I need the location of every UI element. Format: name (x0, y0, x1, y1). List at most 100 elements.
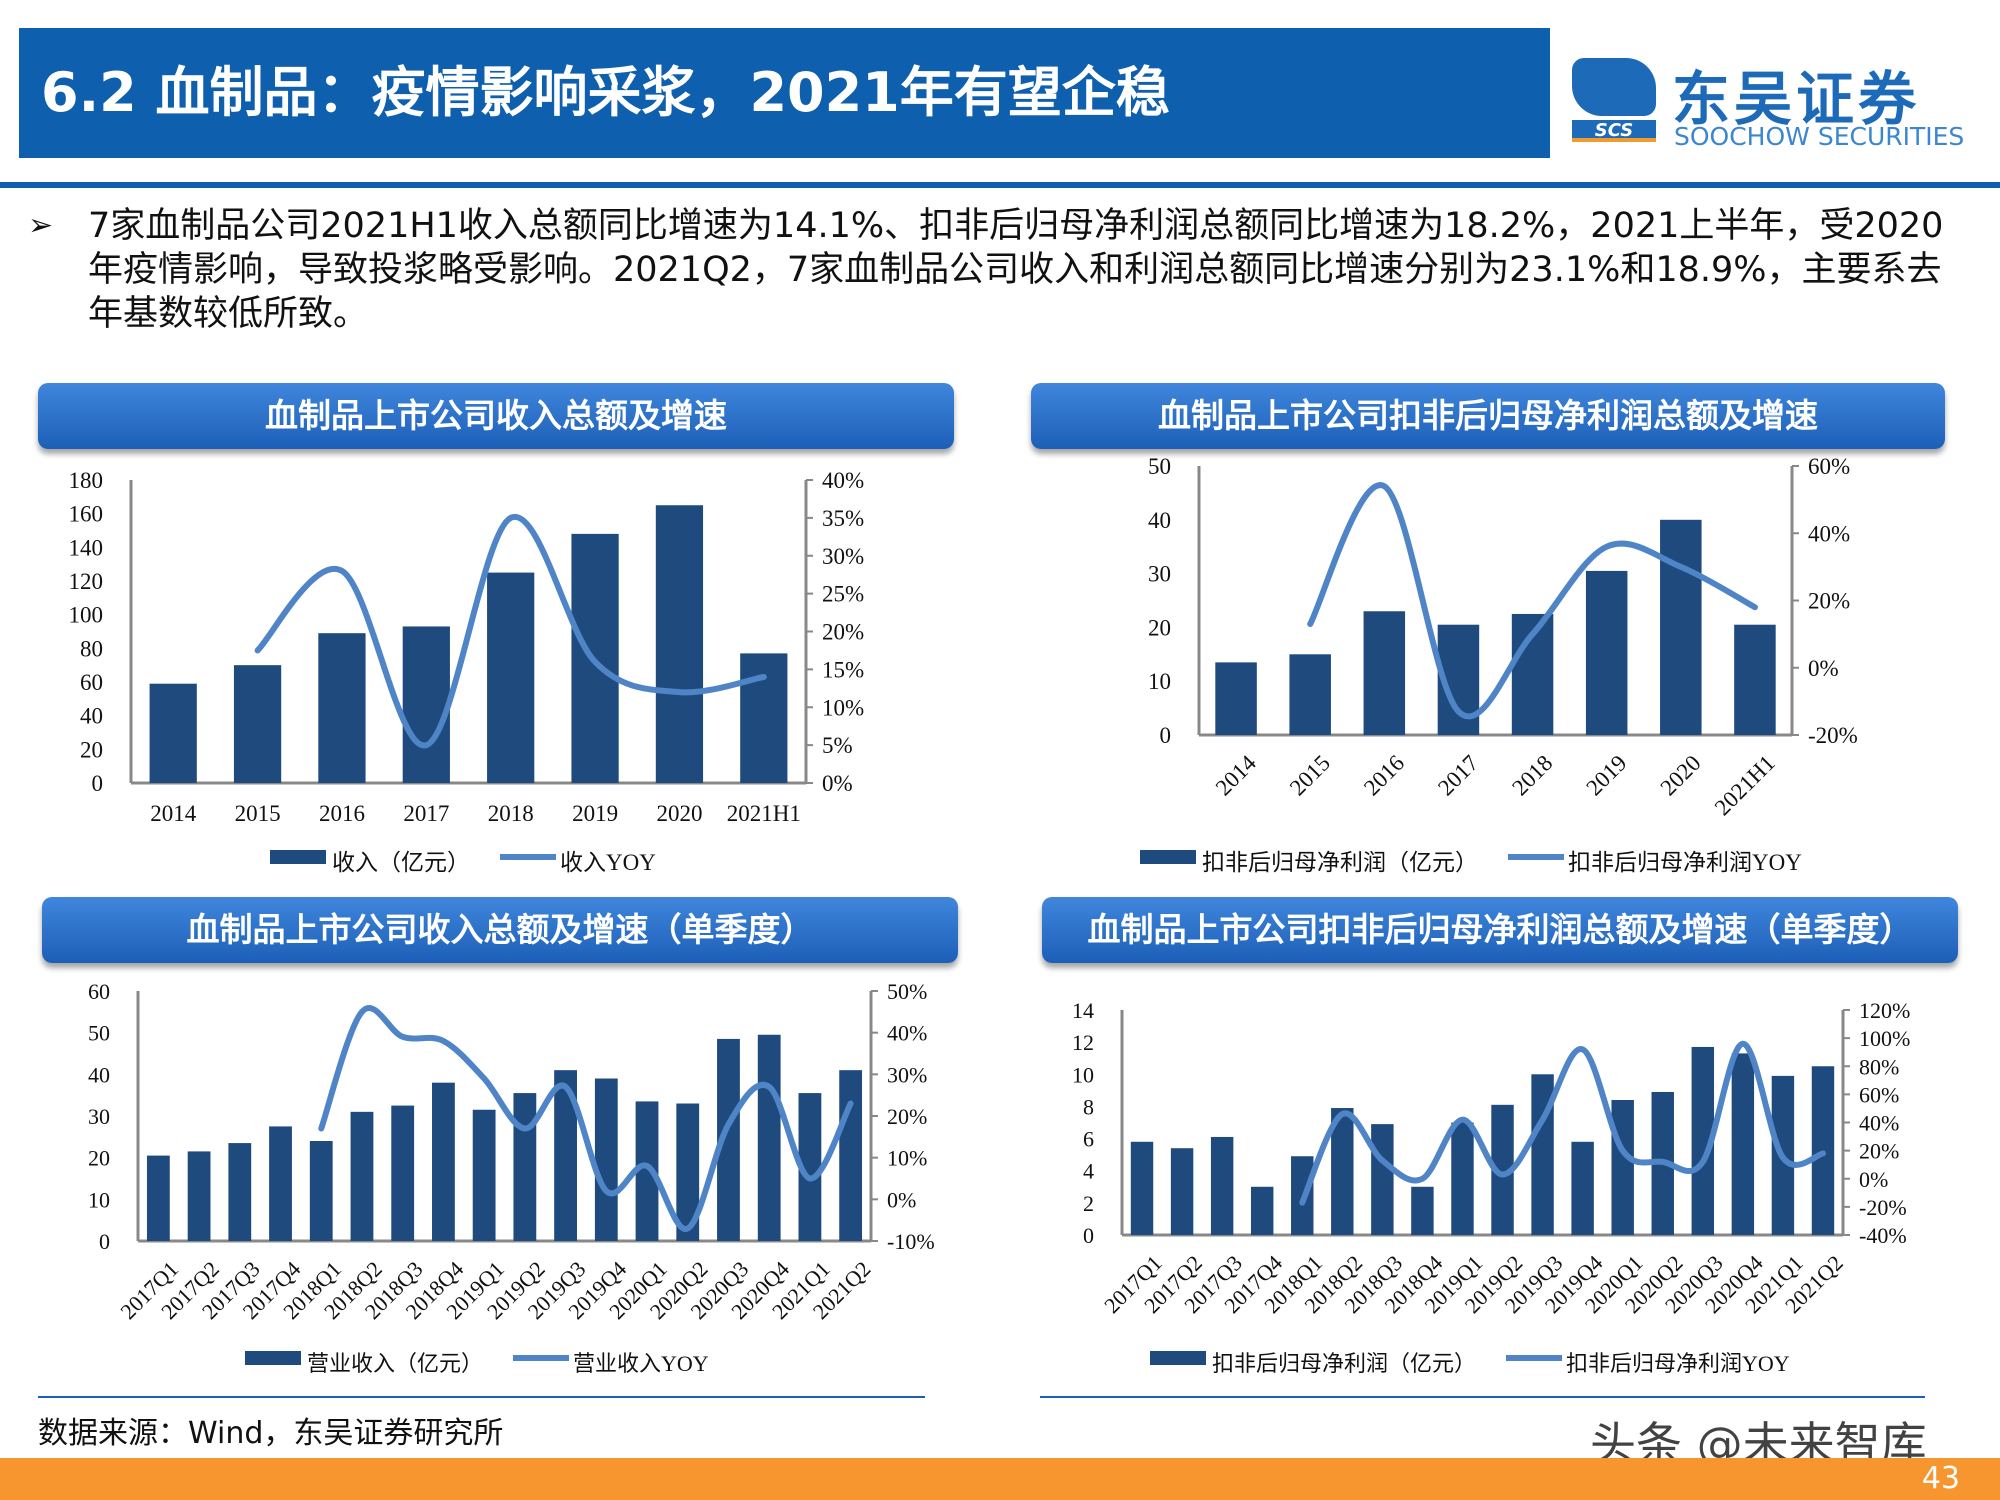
y2-tick-label: 40% (887, 1021, 927, 1046)
y2-tick-label: 25% (822, 582, 864, 607)
yoy-line (254, 513, 767, 749)
bar (472, 1109, 496, 1241)
y-tick-label: 0 (99, 1229, 110, 1254)
x-tick-label: 2018 (1507, 750, 1557, 800)
y-tick-label: 50 (1148, 454, 1171, 479)
bar (309, 1141, 333, 1241)
y-tick-label: 12 (1072, 1030, 1094, 1055)
legend-bar-label: 收入（亿元） (332, 850, 470, 875)
legend-line-label: 营业收入YOY (573, 1351, 709, 1376)
y-tick-label: 20 (1148, 615, 1171, 640)
x-tick-label: 2014 (150, 801, 197, 826)
bar (554, 1070, 577, 1241)
y-tick-label: 100 (69, 603, 104, 628)
bar (1250, 1186, 1274, 1235)
bar (1363, 611, 1406, 735)
x-tick-label: 2020 (1655, 750, 1705, 800)
y-tick-label: 20 (80, 737, 103, 762)
bar (717, 1038, 740, 1241)
bar (1491, 1104, 1514, 1235)
y2-tick-label: 15% (822, 657, 864, 682)
x-tick-label: 2014 (1211, 750, 1262, 801)
summary-bullet: ➢ 7家血制品公司2021H1收入总额同比增速为14.1%、扣非后归母净利润总额… (28, 204, 1958, 336)
bar (149, 683, 197, 783)
bar (1585, 570, 1628, 735)
bar (1691, 1046, 1715, 1235)
yoy-line (1299, 1040, 1826, 1206)
legend-bar-swatch (1150, 1351, 1206, 1365)
bar (318, 633, 366, 783)
bar (1371, 1124, 1394, 1235)
bar (402, 626, 450, 783)
y-tick-label: 10 (1148, 669, 1171, 694)
legend-bar-swatch (270, 850, 326, 864)
y-tick-label: 4 (1083, 1159, 1094, 1184)
logo-mark-icon (1572, 58, 1656, 116)
y-tick-label: 40 (80, 704, 103, 729)
x-tick-label: 2021H1 (727, 801, 801, 826)
bar (1734, 624, 1776, 735)
bar (350, 1111, 374, 1241)
bar (228, 1143, 252, 1241)
bar (757, 1034, 781, 1241)
chart-4-title: 血制品上市公司扣非后归母净利润总额及增速（单季度） (1042, 897, 1958, 963)
y2-tick-label: 60% (1859, 1082, 1899, 1107)
y2-tick-label: 20% (887, 1104, 927, 1129)
y2-tick-label: 50% (887, 979, 927, 1004)
y2-tick-label: 0% (1859, 1167, 1888, 1192)
x-tick-label: 2021H1 (1710, 750, 1780, 820)
y2-tick-label: 0% (822, 771, 853, 796)
y-tick-label: 10 (1072, 1062, 1094, 1087)
brand-logo: SCS 东吴证券 SOOCHOW SECURITIES (1572, 52, 1982, 152)
y-tick-label: 2 (1083, 1191, 1094, 1216)
x-tick-label: 2016 (1359, 750, 1409, 800)
y-tick-label: 40 (1148, 508, 1171, 533)
y-tick-label: 8 (1083, 1094, 1094, 1119)
bar (839, 1070, 863, 1241)
y-tick-label: 40 (88, 1062, 110, 1087)
bar (1571, 1141, 1594, 1235)
bar (432, 1082, 455, 1241)
y-tick-label: 20 (88, 1146, 110, 1171)
bar (1215, 662, 1257, 735)
y2-tick-label: 10% (822, 695, 864, 720)
bar (655, 505, 704, 783)
y2-tick-label: 35% (822, 506, 864, 531)
y2-tick-label: 10% (887, 1146, 927, 1171)
y2-tick-label: -10% (887, 1229, 935, 1254)
y2-tick-label: 30% (822, 544, 864, 569)
legend-bar-label: 扣非后归母净利润（亿元） (1202, 850, 1478, 875)
x-tick-label: 2015 (1285, 750, 1335, 800)
y2-tick-label: 80% (1859, 1054, 1899, 1079)
data-source: 数据来源：Wind，东吴证券研究所 (38, 1416, 504, 1451)
bar (391, 1105, 415, 1241)
y-tick-label: 0 (1083, 1223, 1094, 1248)
header-rule (0, 182, 2000, 188)
y2-tick-label: 5% (822, 733, 853, 758)
y2-tick-label: 120% (1859, 998, 1910, 1023)
y-tick-label: 60 (80, 670, 103, 695)
x-tick-label: 2016 (319, 801, 365, 826)
x-tick-label: 2018 (488, 801, 534, 826)
y2-tick-label: 40% (822, 468, 864, 493)
y2-tick-label: 0% (1808, 656, 1839, 681)
y2-tick-label: 30% (887, 1062, 927, 1087)
legend-line-label: 扣非后归母净利润YOY (1566, 1351, 1790, 1376)
y2-tick-label: 20% (1859, 1139, 1899, 1164)
x-tick-label: 2015 (235, 801, 281, 826)
y2-tick-label: 60% (1808, 454, 1850, 479)
bar (1170, 1148, 1194, 1235)
chart-1-title: 血制品上市公司收入总额及增速 (38, 383, 954, 449)
bar (1451, 1122, 1474, 1235)
legend-bar-label: 营业收入（亿元） (307, 1351, 483, 1376)
bar (513, 1093, 537, 1241)
bar (1289, 654, 1331, 735)
bullet-arrow-icon: ➢ (28, 208, 54, 243)
y-tick-label: 140 (69, 535, 104, 560)
y-tick-label: 30 (1148, 562, 1171, 587)
y2-tick-label: -40% (1859, 1223, 1907, 1248)
bar (146, 1155, 170, 1241)
bar (635, 1101, 659, 1241)
y2-tick-label: 20% (822, 620, 864, 645)
bar (487, 572, 535, 783)
